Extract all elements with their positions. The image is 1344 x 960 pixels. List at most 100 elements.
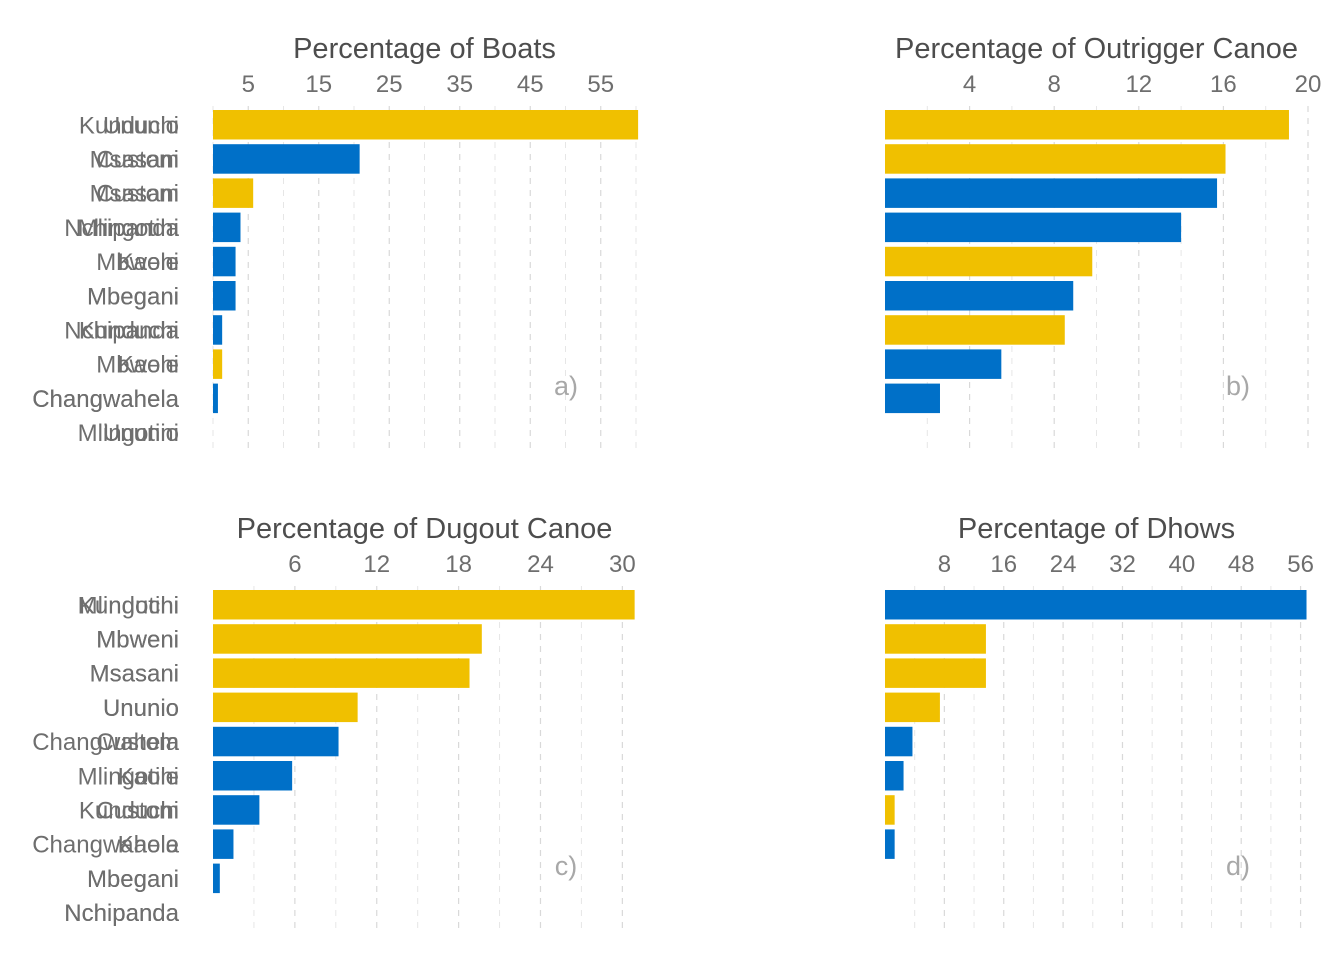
category-label: Changwahela xyxy=(32,832,179,859)
bar-mbegani xyxy=(213,863,220,894)
bar-mlingotini xyxy=(213,761,293,791)
category-label: Mbweni xyxy=(96,249,179,276)
bar-changwahela xyxy=(885,829,895,859)
bar-msasani xyxy=(213,658,470,688)
x-tick-label: 24 xyxy=(527,551,554,578)
category-label: Kaole xyxy=(118,249,179,276)
category-label: Msasani xyxy=(90,661,179,688)
bar-mbweni xyxy=(213,624,482,654)
category-label: Mbegani xyxy=(87,866,179,893)
category-label: Kunduchi xyxy=(79,797,179,824)
bar-kunduchi xyxy=(885,795,895,825)
category-label: Msasani xyxy=(90,146,179,173)
bar-custom xyxy=(213,795,260,825)
category-label: Mlingotini xyxy=(78,763,179,790)
category-label: Nchipanda xyxy=(64,317,179,344)
category-label: Kaole xyxy=(118,832,179,859)
x-tick-label: 18 xyxy=(445,551,472,578)
category-label: Changwahela xyxy=(32,729,179,756)
bar-custom xyxy=(213,144,360,174)
bar-mbweni xyxy=(213,349,223,379)
bar-mbegani xyxy=(885,281,1074,311)
panel-tag: b) xyxy=(1226,371,1250,401)
category-label: Ununio xyxy=(103,695,179,722)
x-tick-label: 55 xyxy=(587,71,614,98)
bar-mbweni xyxy=(885,246,1093,277)
bar-kunduchi xyxy=(885,315,1065,345)
category-label: Kaole xyxy=(118,763,179,790)
category-label: Changwahela xyxy=(32,386,179,413)
x-tick-label: 45 xyxy=(517,71,544,98)
bar-nchipanda xyxy=(885,212,1182,243)
bar-ununio xyxy=(213,692,358,723)
x-tick-label: 24 xyxy=(1050,551,1077,578)
panel-title: Percentage of Outrigger Canoe xyxy=(895,33,1298,65)
panel-4: 8 16 24 32 40 48 56 Percentage of Dhows Mlingoti… xyxy=(32,513,1314,932)
category-label: Mlingotini xyxy=(78,420,179,447)
category-label: Changwahela xyxy=(32,386,179,413)
bar-msasani xyxy=(213,178,254,208)
x-tick-label: 48 xyxy=(1228,551,1255,578)
category-label: Mlingotini xyxy=(78,215,179,242)
category-label: Mbweni xyxy=(96,352,179,379)
bar-kaole xyxy=(213,829,234,859)
bar-custom xyxy=(885,178,1218,208)
panel-title: Percentage of Dhows xyxy=(958,513,1235,545)
bar-mlingotini xyxy=(213,212,241,243)
category-label: Msasani xyxy=(90,181,179,208)
bar-changwahela xyxy=(213,383,218,414)
bar-ununio xyxy=(885,110,1289,140)
bar-kunduchi xyxy=(213,590,635,620)
x-tick-label: 30 xyxy=(609,551,636,578)
x-tick-label: 56 xyxy=(1287,551,1314,578)
x-tick-label: 8 xyxy=(1048,71,1061,98)
bar-kunduchi xyxy=(213,110,639,140)
x-tick-label: 32 xyxy=(1109,551,1136,578)
category-label: Mbegani xyxy=(87,866,179,893)
x-tick-label: 12 xyxy=(363,551,390,578)
x-tick-label: 4 xyxy=(963,71,976,98)
category-label: Ununio xyxy=(103,420,179,447)
bar-mbweni xyxy=(885,624,986,654)
bar-msasani xyxy=(885,658,986,688)
x-tick-label: 25 xyxy=(376,71,403,98)
category-label: Mbegani xyxy=(87,283,179,310)
category-label: Msasani xyxy=(90,661,179,688)
x-tick-label: 15 xyxy=(305,71,332,98)
x-tick-label: 12 xyxy=(1125,71,1152,98)
category-label: Mlingotini xyxy=(78,592,179,619)
category-label: Ununio xyxy=(103,695,179,722)
bar-msasani xyxy=(885,144,1226,174)
x-tick-label: 6 xyxy=(288,551,301,578)
x-tick-label: 8 xyxy=(938,551,951,578)
bar-kaole xyxy=(885,349,1002,379)
x-tick-label: 16 xyxy=(1210,71,1237,98)
category-label: Nchipanda xyxy=(64,900,179,927)
category-label: Custom xyxy=(96,797,179,824)
category-label: Kunduchi xyxy=(79,592,179,619)
x-tick-label: 5 xyxy=(242,71,255,98)
panel-tag: d) xyxy=(1226,851,1250,881)
x-tick-label: 35 xyxy=(446,71,473,98)
bar-kaole xyxy=(213,246,236,277)
panel-3: 6 12 18 24 30 Percentage of Dugout Canoe Kundu… xyxy=(32,513,636,932)
x-tick-label: 40 xyxy=(1168,551,1195,578)
bar-mbegani xyxy=(213,281,236,311)
x-tick-label: 20 xyxy=(1295,71,1322,98)
category-label: Kaole xyxy=(118,352,179,379)
category-label: Custom xyxy=(96,146,179,173)
bar-changwahela xyxy=(213,726,339,757)
bar-nchipanda xyxy=(213,315,223,345)
category-label: Nchipanda xyxy=(64,900,179,927)
category-label: Kunduchi xyxy=(79,317,179,344)
category-label: Custom xyxy=(96,729,179,756)
panel-title: Percentage of Boats xyxy=(293,33,556,65)
category-label: Mbweni xyxy=(96,626,179,653)
category-label: Mbegani xyxy=(87,283,179,310)
panel-tag: c) xyxy=(555,851,578,881)
bar-custom xyxy=(885,726,913,757)
category-label: Nchipanda xyxy=(64,215,179,242)
bar-ununio xyxy=(885,692,940,723)
bar-changwahela xyxy=(885,383,940,414)
